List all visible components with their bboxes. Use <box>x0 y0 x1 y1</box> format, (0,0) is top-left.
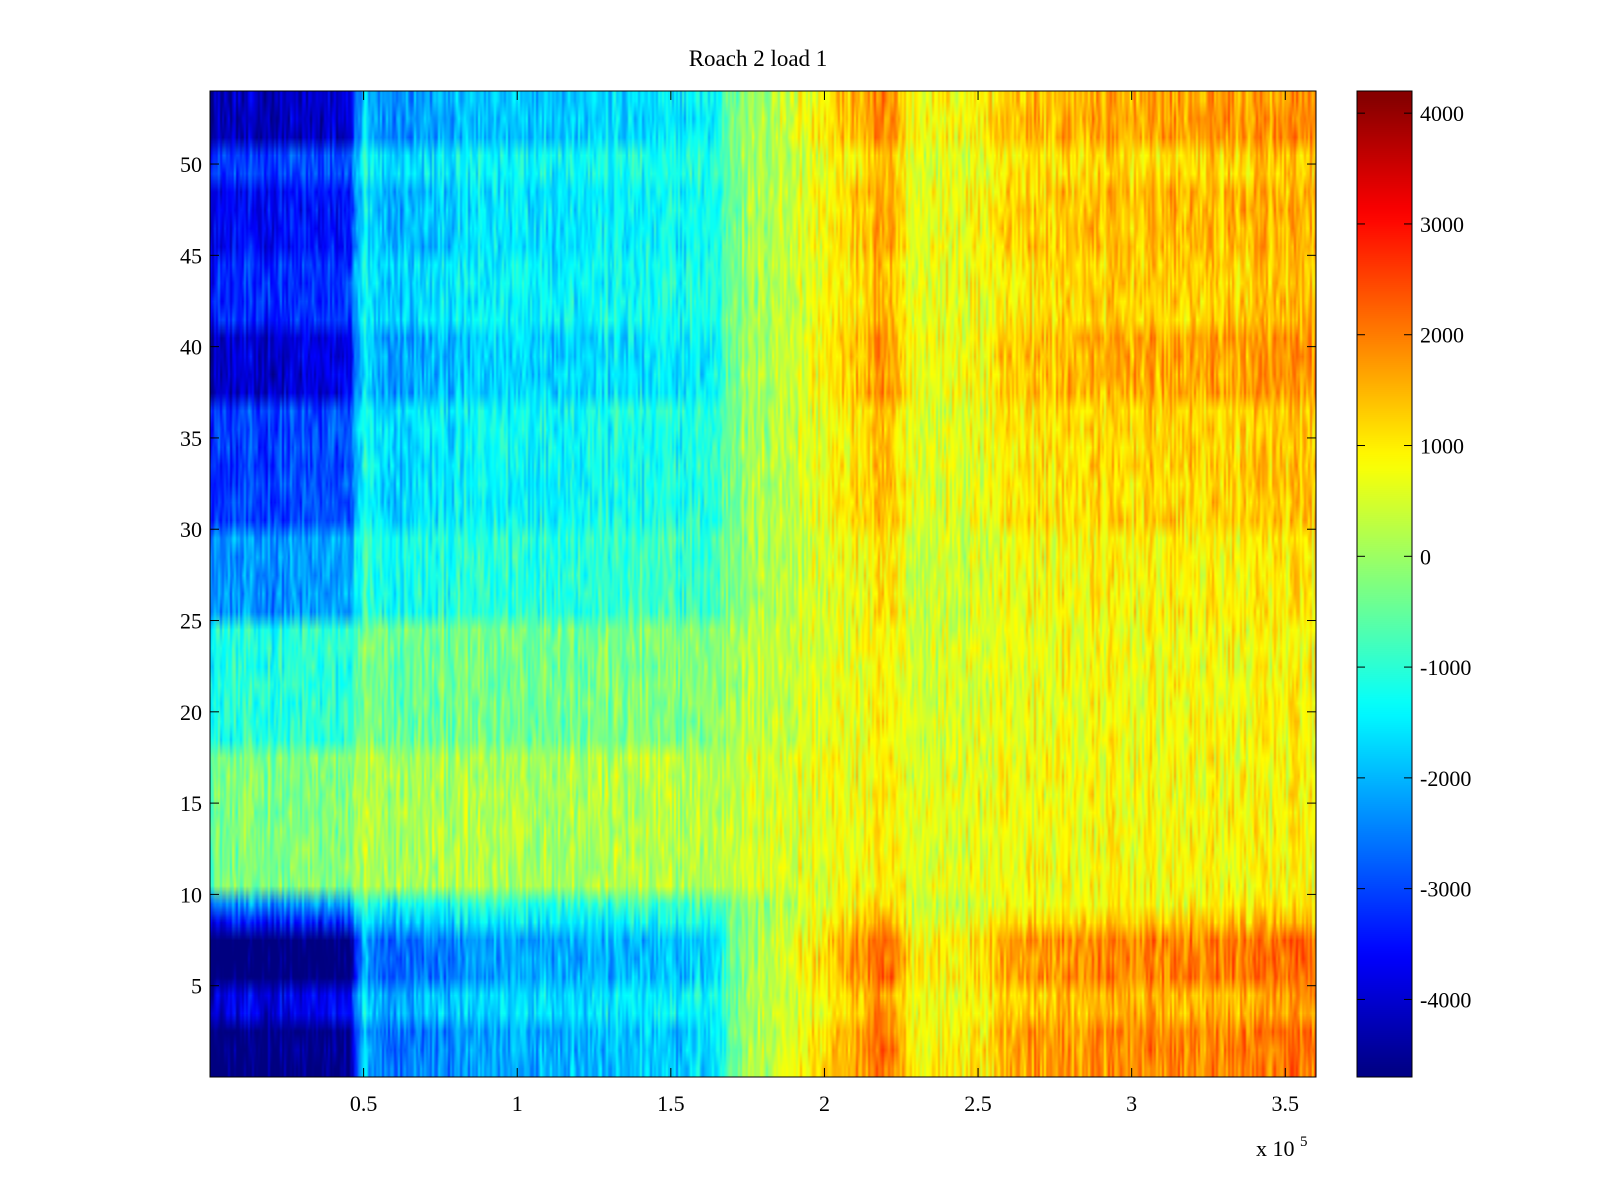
plot-area: 0.5 1 1.5 2 2.5 3 3.5 5 10 15 20 25 30 35 40 45 50 <box>180 90 1317 1116</box>
chart-title: Roach 2 load 1 <box>689 46 828 71</box>
x-multiplier-exponent: 5 <box>1300 1134 1308 1150</box>
x-tick-label: 2.5 <box>964 1091 992 1116</box>
y-tick-label: 15 <box>180 791 202 816</box>
y-tick-label: 45 <box>180 243 202 268</box>
x-tick-label: 2 <box>819 1091 830 1116</box>
colorbar-tick-label: -4000 <box>1420 987 1471 1012</box>
colorbar-tick-label: -2000 <box>1420 766 1471 791</box>
x-axis: 0.5 1 1.5 2 2.5 3 3.5 <box>350 91 1299 1116</box>
colorbar-frame <box>1356 90 1413 1078</box>
colorbar-tick-label: 4000 <box>1420 101 1464 126</box>
y-tick-label: 20 <box>180 700 202 725</box>
colorbar-tick-label: 3000 <box>1420 212 1464 237</box>
y-tick-label: 40 <box>180 335 202 360</box>
x-tick-label: 3.5 <box>1272 1091 1300 1116</box>
x-tick-label: 1.5 <box>657 1091 685 1116</box>
x-axis-multiplier: x 10 5 <box>1256 1134 1308 1161</box>
heatmap-image <box>210 91 1316 1077</box>
x-tick-label: 0.5 <box>350 1091 378 1116</box>
colorbar-tick-label: 1000 <box>1420 434 1464 459</box>
colorbar-gradient <box>1357 91 1412 1077</box>
y-axis: 5 10 15 20 25 30 35 40 45 50 <box>180 152 1316 999</box>
colorbar-tick-label: 0 <box>1420 544 1431 569</box>
y-tick-label: 50 <box>180 152 202 177</box>
colorbar: 4000 3000 2000 1000 0 -1000 -2000 -3000 -4000 <box>1356 90 1471 1078</box>
colorbar-tick-label: -1000 <box>1420 655 1471 680</box>
colorbar-tick-label: -3000 <box>1420 877 1471 902</box>
y-tick-label: 25 <box>180 609 202 634</box>
x-tick-label: 3 <box>1126 1091 1137 1116</box>
plot-frame <box>209 90 1317 1078</box>
x-multiplier-base: x 10 <box>1256 1136 1295 1161</box>
y-tick-label: 5 <box>191 974 202 999</box>
colorbar-tick-label: 2000 <box>1420 323 1464 348</box>
y-tick-label: 35 <box>180 426 202 451</box>
colorbar-ticks: 4000 3000 2000 1000 0 -1000 -2000 -3000 -4000 <box>1357 101 1471 1012</box>
y-tick-label: 10 <box>180 882 202 907</box>
y-tick-label: 30 <box>180 517 202 542</box>
x-tick-label: 1 <box>512 1091 523 1116</box>
